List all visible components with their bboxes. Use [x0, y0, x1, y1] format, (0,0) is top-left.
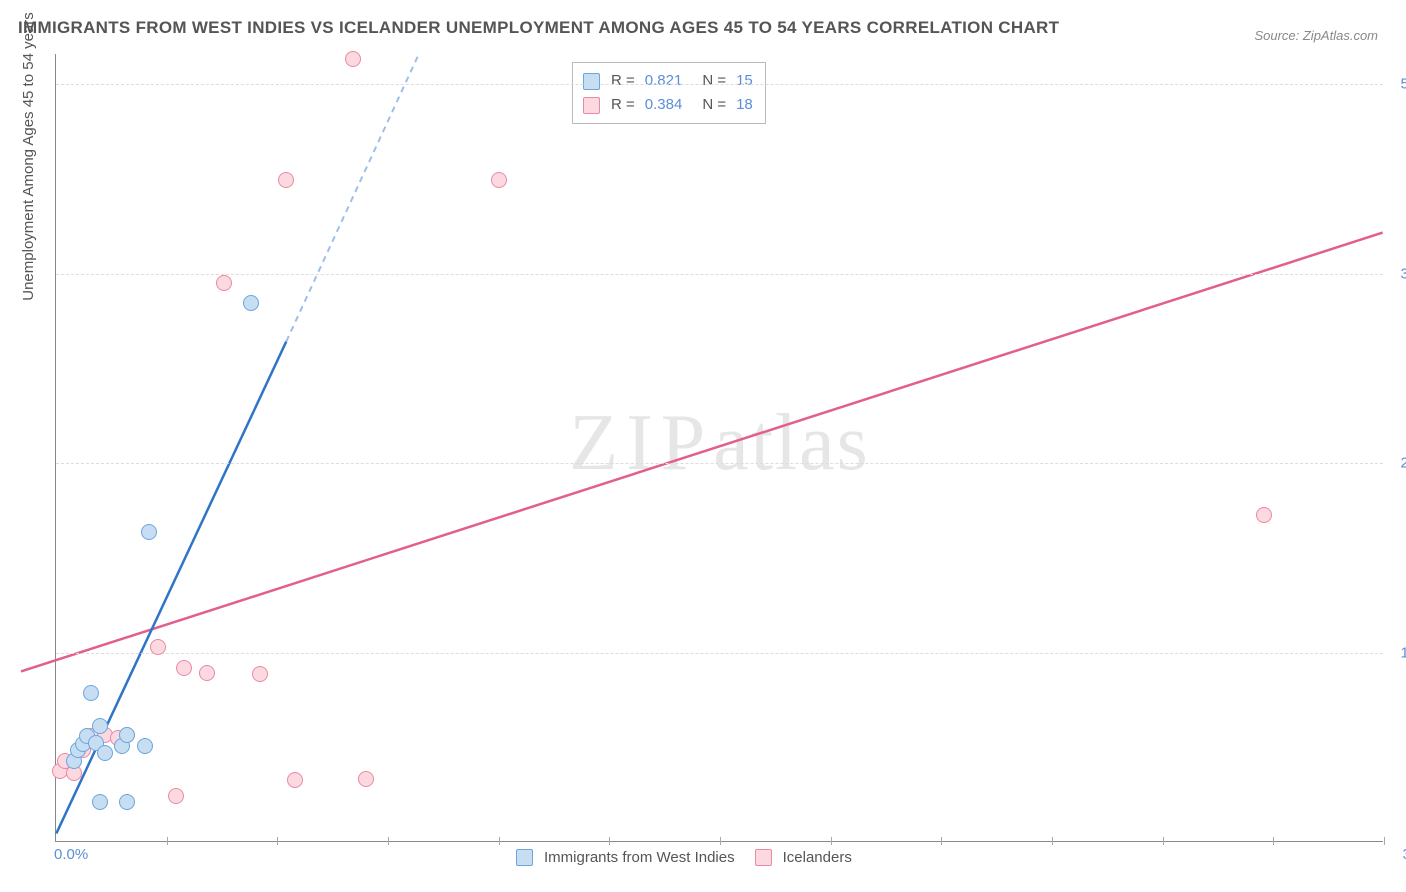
blue-point — [141, 524, 157, 540]
legend-item-pink: Icelanders — [755, 849, 852, 866]
x-tick — [941, 837, 942, 845]
x-tick-label-max: 30.0% — [1402, 846, 1406, 863]
x-tick — [1273, 837, 1274, 845]
blue-point — [92, 718, 108, 734]
n-label: N = — [702, 69, 726, 93]
y-tick-label: 50.0% — [1388, 76, 1406, 93]
blue-point — [83, 685, 99, 701]
legend-row-blue: R = 0.821 N = 15 — [583, 69, 753, 93]
pink-point — [1256, 507, 1272, 523]
swatch-blue-icon — [583, 73, 600, 90]
x-tick — [167, 837, 168, 845]
blue-point — [243, 295, 259, 311]
gridline — [56, 463, 1383, 464]
blue-point — [119, 727, 135, 743]
pink-point — [287, 772, 303, 788]
x-tick — [1163, 837, 1164, 845]
n-label: N = — [702, 93, 726, 117]
pink-point — [176, 660, 192, 676]
gridline — [56, 274, 1383, 275]
y-axis-title: Unemployment Among Ages 45 to 54 years — [20, 12, 37, 301]
series-legend: Immigrants from West Indies Icelanders — [516, 849, 852, 866]
pink-point — [216, 275, 232, 291]
swatch-pink-icon — [583, 97, 600, 114]
pink-point — [278, 172, 294, 188]
y-tick-label: 37.5% — [1388, 265, 1406, 282]
pink-point — [168, 788, 184, 804]
x-tick — [1052, 837, 1053, 845]
r-label: R = — [611, 93, 635, 117]
gridline — [56, 653, 1383, 654]
blue-point — [137, 738, 153, 754]
watermark: ZIPatlas — [569, 397, 870, 488]
x-tick — [831, 837, 832, 845]
x-tick — [388, 837, 389, 845]
swatch-blue-icon — [516, 849, 533, 866]
blue-point — [119, 794, 135, 810]
pink-point — [358, 771, 374, 787]
r-value-pink: 0.384 — [645, 93, 683, 117]
r-label: R = — [611, 69, 635, 93]
pink-point — [150, 639, 166, 655]
blue-point — [97, 745, 113, 761]
r-value-blue: 0.821 — [645, 69, 683, 93]
y-tick-label: 12.5% — [1388, 644, 1406, 661]
trend-lines — [56, 54, 1383, 841]
x-tick — [609, 837, 610, 845]
watermark-atlas: atlas — [713, 398, 870, 486]
legend-item-blue: Immigrants from West Indies — [516, 849, 735, 866]
gridline — [56, 84, 1383, 85]
n-value-pink: 18 — [736, 93, 753, 117]
plot-area: ZIPatlas R = 0.821 N = 15 R = 0.384 N = … — [55, 54, 1383, 842]
chart-title: IMMIGRANTS FROM WEST INDIES VS ICELANDER… — [18, 18, 1059, 38]
source-attribution: Source: ZipAtlas.com — [1254, 28, 1378, 43]
x-tick — [720, 837, 721, 845]
x-tick-label-min: 0.0% — [54, 846, 88, 863]
correlation-legend: R = 0.821 N = 15 R = 0.384 N = 18 — [572, 62, 766, 124]
x-tick — [1384, 837, 1385, 845]
y-tick-label: 25.0% — [1388, 455, 1406, 472]
pink-point — [345, 51, 361, 67]
x-tick — [277, 837, 278, 845]
pink-point — [252, 666, 268, 682]
swatch-pink-icon — [755, 849, 772, 866]
legend-row-pink: R = 0.384 N = 18 — [583, 93, 753, 117]
legend-label-blue: Immigrants from West Indies — [544, 849, 735, 866]
legend-label-pink: Icelanders — [783, 849, 852, 866]
blue-point — [92, 794, 108, 810]
pink-point — [491, 172, 507, 188]
watermark-zip: ZIP — [569, 398, 713, 486]
x-tick — [499, 837, 500, 845]
n-value-blue: 15 — [736, 69, 753, 93]
pink-point — [199, 665, 215, 681]
